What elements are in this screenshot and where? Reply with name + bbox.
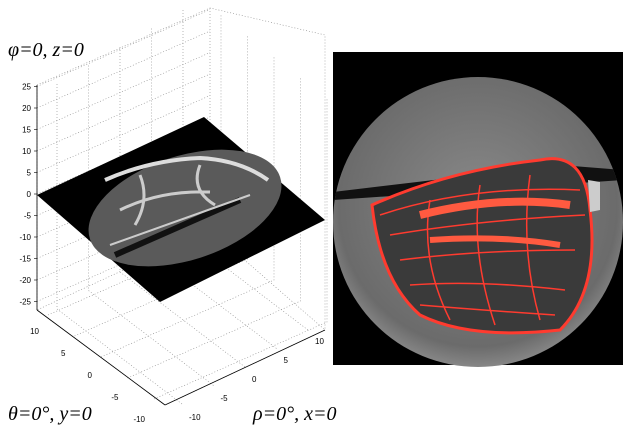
label-bottom-left: θ=0°, y=0 — [8, 403, 92, 425]
x-axis — [165, 330, 325, 405]
z-tick-label: -10 — [19, 233, 31, 242]
z-tick-label: -20 — [19, 276, 31, 285]
z-tick-label: 0 — [27, 190, 32, 199]
label-bottom-right: ρ=0°, x=0 — [252, 403, 336, 425]
ct-image — [333, 52, 623, 367]
x-tick-label: -10 — [189, 413, 201, 422]
x-tick-label: 0 — [252, 375, 257, 384]
z-tick-label: 5 — [27, 169, 32, 178]
y-tick-label: 5 — [61, 349, 66, 358]
z-tick-label: 20 — [22, 104, 31, 113]
y-tick-label: -10 — [133, 415, 145, 424]
y-tick-label: -5 — [111, 393, 119, 402]
grid-line — [37, 53, 210, 130]
x-tick-label: -5 — [221, 394, 229, 403]
y-axis — [37, 310, 165, 405]
z-tick-label: -15 — [19, 255, 31, 264]
z-tick-label: -25 — [19, 298, 31, 307]
figure: φ=0, z=0 θ=0°, y=0 ρ=0°, x=0 25 20 15 10 5 0 -… — [0, 0, 624, 431]
z-tick-label: 10 — [22, 147, 31, 156]
x-tick-label: 5 — [284, 356, 289, 365]
page: φ=0, z=0 θ=0°, y=0 ρ=0°, x=0 25 20 15 10 5 0 -… — [0, 0, 624, 431]
y-tick-label: 10 — [30, 327, 39, 336]
z-tick-label: -5 — [24, 212, 32, 221]
z-tick-label: 25 — [22, 83, 31, 92]
x-tick-label: 10 — [315, 337, 324, 346]
slice — [37, 117, 325, 302]
z-tick-label: 15 — [22, 126, 31, 135]
label-top-left: φ=0, z=0 — [8, 39, 84, 61]
y-tick-label: 0 — [88, 371, 93, 380]
